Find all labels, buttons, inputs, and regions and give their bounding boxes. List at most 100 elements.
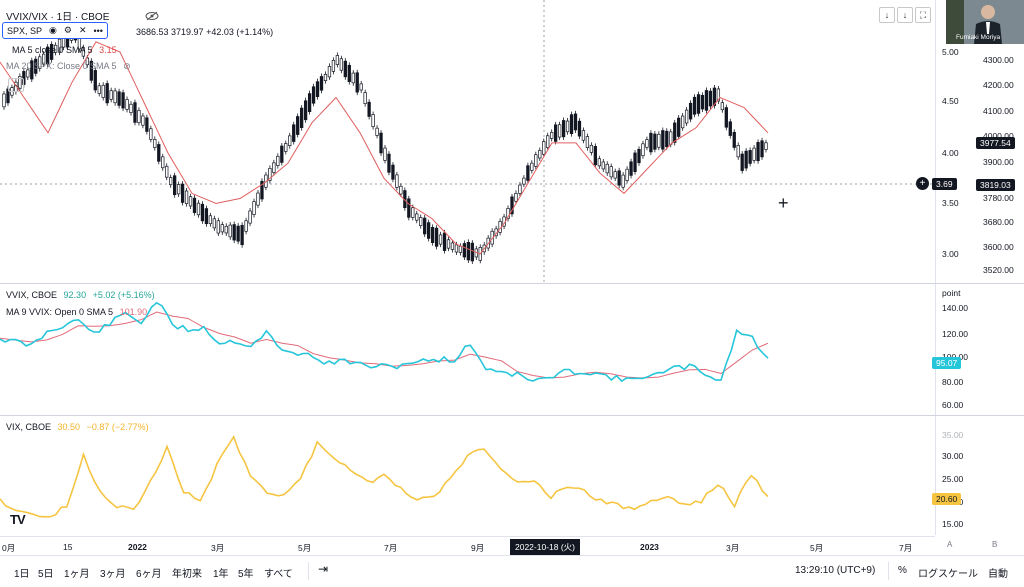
candle-body — [228, 224, 232, 238]
auto-scale-button[interactable]: 自動 — [988, 569, 1008, 580]
candle-body — [323, 73, 328, 82]
candle-body — [577, 120, 582, 137]
range-all-button[interactable]: すべて — [264, 569, 293, 580]
scale-mode-a[interactable]: A — [947, 540, 953, 549]
candle-body — [236, 225, 240, 242]
candle-body — [383, 147, 387, 161]
time-axis[interactable]: 0月 15 2022 3月 5月 7月 9月 2023 3月 5月 7月 202… — [0, 536, 935, 555]
candle-body — [49, 43, 54, 60]
candle-body — [252, 201, 256, 215]
close-icon[interactable]: ✕ — [78, 25, 87, 35]
webcam-overlay: Fumiaki Moriya — [946, 0, 1024, 44]
ma2-label: MA 20 SPX: Close 0 SMA 5 — [6, 61, 117, 71]
candle-body — [97, 85, 101, 94]
vvix-vix-ratio-line — [0, 41, 769, 255]
vvix-chart-canvas[interactable] — [0, 284, 935, 415]
range-6m-button[interactable]: 6ヶ月 — [136, 569, 162, 580]
hidden-eye-icon[interactable]: ⊘ — [123, 61, 131, 71]
vix-chart-canvas[interactable] — [0, 416, 935, 535]
vvix-last-value: 95.07 — [932, 357, 962, 369]
pane-divider[interactable] — [0, 283, 1024, 284]
ratio-tick: 4.00 — [942, 148, 959, 158]
candle-body — [26, 69, 30, 78]
candle-body — [85, 57, 89, 66]
price-tick: 3680.00 — [983, 217, 1014, 227]
pane-divider[interactable] — [0, 415, 1024, 416]
vix-scale[interactable]: 35.00 30.00 25.00 20.00 15.00 20.60 — [932, 416, 1024, 535]
log-scale-button[interactable]: ログスケール — [918, 569, 978, 580]
candle-body — [514, 193, 518, 202]
time-label: 5月 — [298, 543, 312, 553]
time-label: 9月 — [471, 543, 485, 553]
time-label: 2022 — [128, 542, 147, 552]
candle-body — [137, 110, 141, 124]
candle-body — [165, 165, 169, 178]
vvix-ma-line — [0, 311, 769, 379]
candle-body — [113, 90, 117, 104]
candle-body — [649, 132, 653, 153]
main-chart-pane[interactable]: VVIX/VIX · 1日 · CBOE SPX, SP ◉ ⚙ ✕ ••• 3… — [0, 0, 935, 540]
add-alert-plus-icon[interactable]: + — [916, 177, 929, 190]
main-price-scale[interactable]: 5.00 4.50 4.00 3.50 3.00 4300.00 4200.00… — [932, 0, 1024, 283]
candle-body — [153, 139, 157, 148]
time-label: 3月 — [726, 543, 740, 553]
scale-mode-b[interactable]: B — [992, 540, 998, 549]
candle-body — [470, 242, 474, 262]
candle-body — [327, 66, 332, 78]
main-chart-canvas[interactable] — [0, 0, 935, 540]
maximize-pane-button[interactable]: ⛶ — [915, 7, 931, 23]
candle-body — [415, 213, 419, 221]
range-1y-button[interactable]: 1年 — [213, 569, 229, 580]
candle-body — [38, 56, 42, 69]
candle-body — [700, 95, 705, 110]
symbol-legend-row[interactable]: SPX, SP ◉ ⚙ ✕ ••• — [2, 22, 108, 39]
vvix-ma-value: 101.90 — [119, 307, 148, 317]
candle-body — [752, 147, 756, 161]
candle-body — [665, 130, 669, 148]
candle-body — [661, 130, 665, 150]
candle-body — [256, 192, 260, 206]
range-1m-button[interactable]: 1ヶ月 — [64, 569, 90, 580]
goto-date-icon[interactable]: ⇥ — [318, 562, 329, 576]
range-5d-button[interactable]: 5日 — [38, 569, 54, 580]
candle-body — [466, 241, 470, 261]
candle-body — [756, 142, 760, 162]
collapse-legend-button[interactable]: ︿ — [8, 78, 24, 92]
candle-body — [359, 83, 363, 91]
vix-pane[interactable]: VIX, CBOE 30.50 −0.87 (−2.77%) TV — [0, 416, 935, 535]
candle-body — [169, 177, 173, 186]
crosshair-cursor-icon: + — [778, 193, 789, 213]
candle-body — [315, 81, 320, 97]
range-ytd-button[interactable]: 年初来 — [172, 569, 202, 580]
eye-icon[interactable] — [145, 8, 159, 26]
candle-body — [173, 175, 177, 196]
clock-timezone[interactable]: 13:29:10 (UTC+9) — [795, 565, 876, 576]
vvix-scale[interactable]: point 140.00 120.00 100.00 80.00 60.00 9… — [932, 284, 1024, 415]
time-label: 2023 — [640, 542, 659, 552]
range-3m-button[interactable]: 3ヶ月 — [100, 569, 126, 580]
more-icon[interactable]: ••• — [93, 25, 103, 36]
candle-body — [554, 124, 558, 142]
candle-body — [629, 161, 633, 176]
candle-body — [157, 144, 161, 162]
ma1-value: 3.15 — [99, 45, 117, 55]
move-down-button[interactable]: ↓ — [879, 7, 895, 23]
settings-gear-icon[interactable]: ⚙ — [63, 25, 72, 35]
candle-body — [637, 148, 641, 164]
candle-body — [105, 83, 109, 104]
visibility-eye-icon[interactable]: ◉ — [49, 25, 57, 35]
vvix-pane[interactable]: VVIX, CBOE 92.30 +5.02 (+5.16%) MA 9 VVI… — [0, 284, 935, 415]
vvix-tick: 60.00 — [942, 400, 964, 410]
percent-scale-button[interactable]: % — [898, 565, 907, 576]
candle-body — [200, 203, 205, 222]
candle-body — [34, 58, 38, 74]
range-1d-button[interactable]: 1日 — [14, 569, 30, 580]
candle-body — [438, 234, 443, 245]
time-label: 15 — [63, 542, 73, 552]
move-bottom-button[interactable]: ↓ — [897, 7, 913, 23]
range-5y-button[interactable]: 5年 — [238, 569, 254, 580]
candle-body — [684, 109, 689, 124]
candle-body — [526, 165, 530, 181]
time-label: 3月 — [211, 543, 225, 553]
candle-body — [550, 131, 554, 139]
